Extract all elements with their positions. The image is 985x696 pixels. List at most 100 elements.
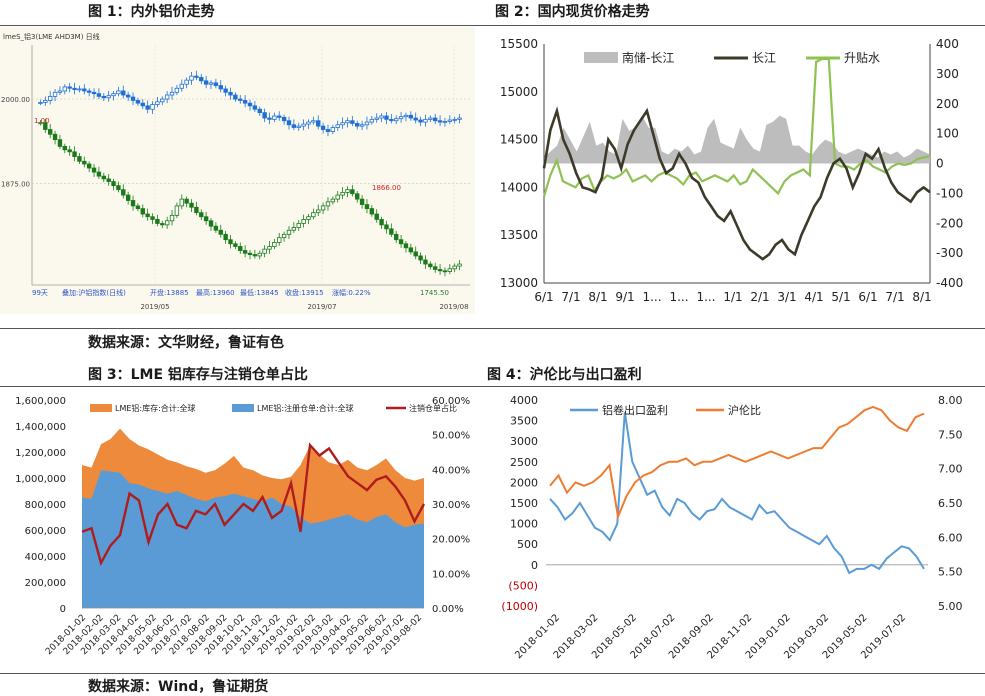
fig1-title: 图 1：内外铝价走势: [88, 4, 215, 20]
fig1-shfe-candle: [242, 250, 248, 254]
fig2-y-left-tick: 14000: [500, 180, 538, 194]
fig1-lme-candle: [394, 118, 399, 122]
fig1-lme-candle: [418, 119, 423, 123]
fig1-shfe-candle: [140, 208, 145, 215]
top-rule: [0, 25, 985, 26]
fig1-shfe-candle: [67, 149, 72, 153]
fig3-ratio-line: [81, 442, 426, 567]
fig1-shfe-candle: [228, 239, 233, 245]
fig1-annotation: 1.00: [34, 117, 50, 125]
fig2-x-tick: 2/1: [750, 290, 769, 304]
fig2-premium-line: [542, 57, 931, 197]
fig1-shfe-candle: [218, 229, 223, 235]
fig3-y-right-tick: 10.00%: [432, 569, 470, 580]
fig1-shfe-candle: [389, 228, 394, 235]
fig1-shfe-candle: [432, 266, 438, 270]
fig4-legend-profit: 铝卷出口盈利: [602, 403, 668, 417]
fig1-lme-candle: [106, 95, 111, 99]
fig1-shfe-candle: [306, 216, 311, 220]
fig1-lme-candle: [238, 98, 243, 101]
fig1-shfe-candle: [106, 178, 111, 182]
fig1-lme-candle: [398, 116, 404, 120]
fig1-lme-candle: [281, 116, 287, 122]
fig1-lme-candle: [408, 114, 414, 119]
fig1-shfe-candle: [257, 252, 262, 257]
fig1-shfe-candle: [359, 198, 365, 205]
fig1-shfe-candle: [316, 209, 321, 214]
fig1-high: 最高:13960: [196, 288, 235, 297]
fig2-chart: 15500 15000 14500 14000 13500 13000 400 300 200 1…: [500, 37, 963, 304]
fig1-header: lmeS_铝3(LME AHD3M) 日线: [3, 32, 100, 41]
fig1-lme-candle: [423, 118, 428, 123]
lower-rule: [0, 386, 985, 387]
fig1-shfe-candle: [111, 181, 116, 187]
fig2-y-left-tick: 14500: [500, 133, 538, 147]
fig3-y-left-tick: 800,000: [25, 500, 66, 511]
fig1-shfe-candle: [457, 263, 462, 267]
fig1-lme-candle: [174, 87, 180, 93]
bottom-rule: [0, 673, 985, 674]
fig1-lme-candle: [247, 102, 253, 107]
fig4-legend-ratio: 沪伦比: [728, 403, 761, 417]
fig2-legend-changjiang: 长江: [752, 51, 776, 65]
fig3-chart: 1,600,000 1,400,000 1,200,000 1,000,000 800,…: [15, 396, 470, 657]
fig2-x-tick: 8/1: [912, 290, 931, 304]
fig2-legend-spread: 南储-长江: [622, 50, 674, 65]
fig4-y-left-tick: 2500: [510, 456, 538, 469]
fig1-lme-candle: [262, 112, 267, 119]
fig2-x-tick: 1...: [696, 290, 715, 304]
fig2-y-left-tick: 15500: [500, 37, 538, 51]
fig1-lme-candle: [38, 102, 43, 104]
middle-rule: [0, 328, 985, 329]
fig1-shfe-candle: [281, 233, 287, 239]
fig1-lme-candle: [311, 120, 316, 123]
fig1-background: [0, 27, 475, 314]
fig3-legend-swatch-inventory: [90, 404, 112, 412]
fig1-lme-candle: [233, 94, 238, 100]
fig3-y-right-tick: 60.00%: [432, 396, 470, 407]
fig1-lme-candle: [364, 121, 370, 126]
fig1-shfe-candle: [238, 246, 243, 251]
fig3-y-left-tick: 1,600,000: [15, 396, 66, 407]
fig1-shfe-candle: [330, 198, 336, 203]
fig2-y-left-tick: 15000: [500, 85, 538, 99]
fig1-lme-candle: [306, 121, 311, 125]
fig1-shfe-candle: [345, 189, 350, 193]
fig1-shfe-candle: [121, 189, 126, 196]
fig3-y-right-tick: 0.00%: [432, 604, 464, 615]
fig1-lme-candle: [432, 117, 438, 122]
fig1-lme-candle: [82, 88, 87, 92]
fig2-y-right-tick: 400: [936, 37, 959, 51]
fig1-shfe-candle: [442, 270, 448, 273]
fig1-lme-candle: [457, 117, 462, 120]
fig1-lme-candle: [301, 123, 306, 127]
fig1-lme-candle: [345, 120, 350, 124]
fig1-change: 涨幅:0.22%: [332, 288, 371, 297]
fig1-lme-candle: [355, 123, 360, 127]
fig1-shfe-candle: [374, 213, 379, 220]
fig1-chart: lmeS_铝3(LME AHD3M) 日线 2000.00 1875.00 2019…: [0, 27, 475, 314]
fig1-lme-candle: [257, 108, 262, 114]
fig2-y-right-tick: -400: [936, 276, 963, 290]
fig3-y-right-tick: 20.00%: [432, 535, 470, 546]
fig1-shfe-candle: [267, 246, 272, 250]
fig1-shfe-candle: [233, 243, 238, 247]
fig2-x-tick: 1/1: [723, 290, 742, 304]
fig1-shfe-candle: [252, 254, 258, 257]
fig1-shfe-candle: [199, 212, 204, 218]
fig1-shfe-candle: [423, 259, 428, 265]
fig1-y-tick: 2000.00: [1, 96, 30, 104]
fig1-overlay: 叠加:沪铝指数(日线): [62, 288, 126, 297]
fig4-y-left-tick: 0: [531, 559, 538, 572]
fig1-y-tick: 1875.00: [1, 181, 30, 189]
fig4-y-left-tick: 3000: [510, 435, 538, 448]
fig1-lme-candle: [272, 115, 277, 120]
fig1-shfe-candle: [452, 265, 457, 270]
fig1-shfe-candle: [101, 175, 106, 180]
fig2-legend-swatch-spread: [584, 52, 618, 63]
fig1-shfe-candle: [116, 185, 121, 191]
fig1-lme-candle: [179, 83, 184, 89]
fig1-shfe-candle: [301, 219, 306, 224]
fig1-lme-candle: [62, 86, 68, 92]
fig1-shfe-candle: [52, 133, 58, 141]
